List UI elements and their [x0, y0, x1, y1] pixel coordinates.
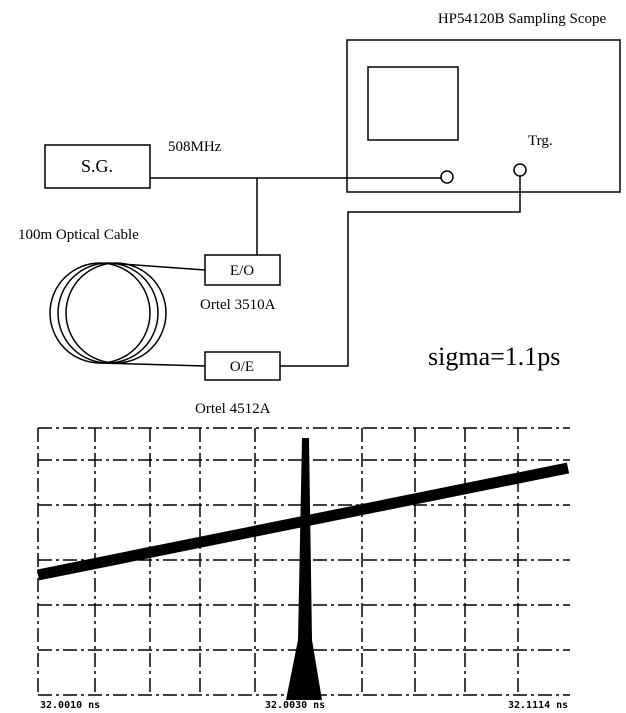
- eo-model: Ortel 3510A: [200, 297, 276, 313]
- generator-label: S.G.: [81, 156, 113, 176]
- scope-screen: [368, 67, 458, 140]
- oe-model: Ortel 4512A: [195, 401, 271, 417]
- scope-trigger-input: [514, 164, 526, 176]
- scope-box: [347, 40, 620, 192]
- eo-label: E/O: [230, 263, 254, 279]
- setup-diagram: HP54120B Sampling Scope Trg. S.G. 508MHz…: [0, 0, 626, 713]
- coil: [66, 263, 166, 363]
- cable-label: 100m Optical Cable: [18, 227, 139, 243]
- trace-axis-label: 32.0030 ns: [265, 700, 325, 711]
- jitter-histogram: [286, 438, 322, 700]
- trigger-label: Trg.: [528, 133, 553, 149]
- coil: [58, 263, 158, 363]
- scope-input: [441, 171, 453, 183]
- sigma-result: sigma=1.1ps: [428, 342, 560, 371]
- trace-axis-label: 32.1114 ns: [508, 700, 568, 711]
- fiber: [100, 363, 205, 366]
- oe-label: O/E: [230, 359, 254, 375]
- scope-title: HP54120B Sampling Scope: [438, 11, 607, 27]
- coil: [50, 263, 150, 363]
- trigger-wire: [280, 176, 520, 366]
- frequency-label: 508MHz: [168, 139, 222, 155]
- trace-axis-label: 32.0010 ns: [40, 700, 100, 711]
